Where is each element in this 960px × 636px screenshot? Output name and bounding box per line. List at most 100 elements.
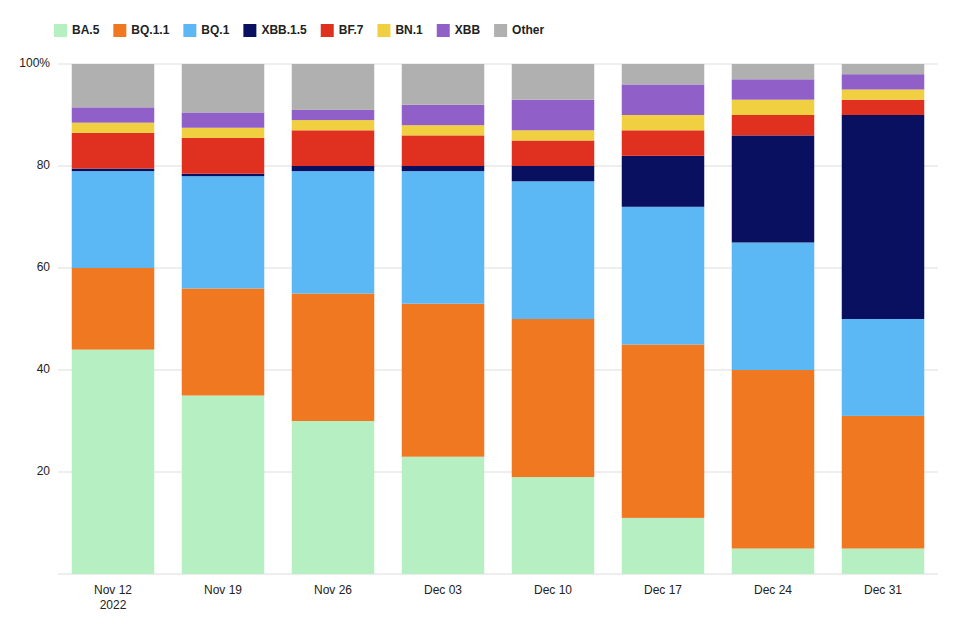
bars (72, 64, 925, 574)
bar-segment (622, 84, 705, 115)
bar-segment (512, 181, 595, 319)
series-3 (72, 115, 925, 319)
legend: BA.5 BQ.1.1 BQ.1 XBB.1.5 BF.7 BN.1 XBB Other (54, 23, 544, 37)
legend-swatch (54, 24, 67, 37)
bar-segment (182, 64, 265, 112)
bar-segment (182, 176, 265, 288)
y-tick-label: 40 (37, 362, 51, 376)
bar-segment (732, 100, 815, 115)
x-tick-label: Dec 24 (754, 583, 792, 597)
legend-swatch (113, 24, 126, 37)
bar-segment (402, 304, 485, 457)
legend-swatch (377, 24, 390, 37)
bar-segment (402, 171, 485, 304)
bar-segment (842, 416, 925, 549)
legend-label: BQ.1.1 (131, 23, 169, 37)
bar-segment (402, 166, 485, 171)
bar-segment (292, 421, 375, 574)
bar-segment (292, 130, 375, 166)
legend-label: XBB (455, 23, 481, 37)
bar-segment (842, 100, 925, 115)
legend-item: XBB.1.5 (243, 23, 307, 37)
legend-swatch (437, 24, 450, 37)
legend-label: BF.7 (339, 23, 364, 37)
bar-segment (842, 64, 925, 74)
bar-segment (732, 135, 815, 242)
bar-segment (732, 79, 815, 99)
y-tick-label: 20 (37, 464, 51, 478)
y-axis: 20 40 60 80 100% (19, 56, 50, 478)
legend-label: BA.5 (72, 23, 100, 37)
legend-label: BQ.1 (201, 23, 229, 37)
bar-segment (842, 115, 925, 319)
bar-segment (292, 166, 375, 171)
bar-segment (512, 319, 595, 477)
x-tick-label: Dec 17 (644, 583, 682, 597)
bar-segment (842, 90, 925, 100)
legend-item: BQ.1 (183, 23, 229, 37)
x-tick-label: Nov 122022 (94, 583, 132, 612)
y-tick-label: 80 (37, 158, 51, 172)
bar-segment (72, 133, 155, 169)
bar-segment (182, 288, 265, 395)
legend-item: BQ.1.1 (113, 23, 169, 37)
bar-segment (292, 110, 375, 120)
x-tick-label: Nov 26 (314, 583, 352, 597)
bar-segment (182, 128, 265, 138)
x-tick-label: Dec 31 (864, 583, 902, 597)
bar-segment (402, 457, 485, 574)
bar-segment (72, 169, 155, 172)
chart-svg: 20 40 60 80 100% Nov 122022 Nov 19 Nov 26 Dec 03… (0, 0, 960, 636)
bar-segment (402, 105, 485, 125)
bar-segment (72, 123, 155, 133)
bar-segment (72, 107, 155, 122)
legend-item: BA.5 (54, 23, 100, 37)
legend-label: BN.1 (395, 23, 423, 37)
bar-segment (72, 350, 155, 574)
chart-container: 20 40 60 80 100% Nov 122022 Nov 19 Nov 26 Dec 03… (0, 0, 960, 636)
bar-segment (292, 171, 375, 293)
y-tick-label: 60 (37, 260, 51, 274)
bar-segment (402, 135, 485, 166)
bar-segment (622, 345, 705, 518)
x-tick-label: Nov 19 (204, 583, 242, 597)
bar-segment (512, 130, 595, 140)
bar-segment (842, 549, 925, 575)
bar-segment (72, 171, 155, 268)
bar-segment (182, 396, 265, 575)
bar-segment (622, 207, 705, 345)
y-tick-label: 100% (19, 56, 50, 70)
x-axis: Nov 122022Nov 19Nov 26Dec 03Dec 10Dec 17… (94, 583, 902, 612)
bar-segment (512, 477, 595, 574)
legend-item: BN.1 (377, 23, 423, 37)
grid (58, 64, 938, 574)
bar-segment (622, 518, 705, 574)
bar-segment (732, 115, 815, 135)
bar-segment (182, 112, 265, 127)
legend-swatch (321, 24, 334, 37)
bar-segment (622, 115, 705, 130)
bar-segment (402, 125, 485, 135)
legend-label: Other (512, 23, 544, 37)
bar-segment (292, 120, 375, 130)
bar-segment (512, 100, 595, 131)
bar-segment (622, 156, 705, 207)
bar-segment (72, 64, 155, 107)
bar-segment (292, 294, 375, 422)
series-7 (72, 64, 925, 112)
bar-segment (732, 243, 815, 371)
bar-segment (732, 370, 815, 549)
legend-item: XBB (437, 23, 481, 37)
bar-segment (732, 549, 815, 575)
bar-segment (292, 64, 375, 110)
legend-swatch (183, 24, 196, 37)
legend-item: BF.7 (321, 23, 364, 37)
legend-swatch (243, 24, 256, 37)
x-tick-label: Dec 03 (424, 583, 462, 597)
bar-segment (402, 64, 485, 105)
bar-segment (622, 130, 705, 156)
bar-segment (512, 166, 595, 181)
legend-label: XBB.1.5 (261, 23, 307, 37)
bar-segment (182, 138, 265, 174)
bar-segment (512, 64, 595, 100)
